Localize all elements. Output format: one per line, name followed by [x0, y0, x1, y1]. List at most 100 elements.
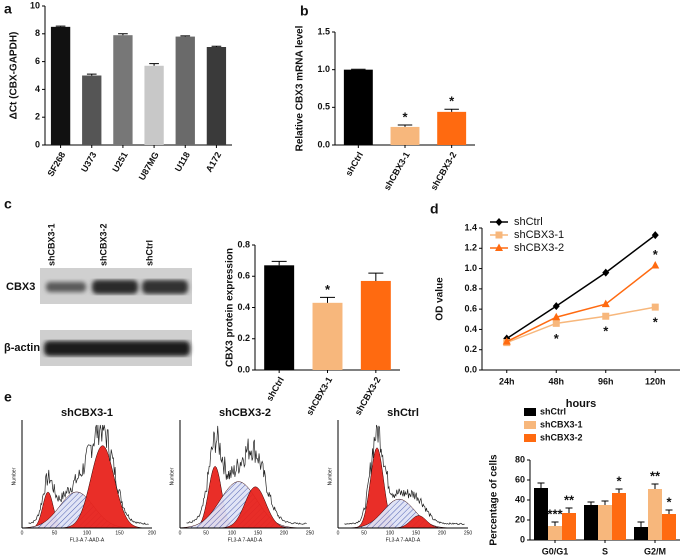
hist-tick-label: 100: [386, 530, 395, 536]
y-axis-label: Percentage of cells: [489, 454, 500, 546]
marker: [552, 302, 560, 311]
y-tick-label: 40: [515, 494, 525, 504]
bar: [598, 505, 612, 540]
significance-label: *: [554, 331, 560, 346]
lane-label: shCBX3-1: [46, 223, 56, 266]
y-tick-label: 0.0: [464, 364, 477, 374]
histogram-peak: [337, 498, 469, 529]
error-bar: [537, 482, 545, 488]
error-bar: [565, 507, 573, 513]
error-bar: [397, 124, 413, 127]
hist-tick-label: 150: [254, 530, 263, 536]
error-bar: [320, 296, 335, 303]
x-tick-label: 48h: [548, 376, 564, 386]
y-tick-label: 0.8: [237, 239, 250, 249]
hist-tick-label: 0: [179, 530, 182, 536]
marker: [552, 312, 561, 321]
x-tick-label: shCBX3-1: [304, 375, 334, 417]
significance-label: **: [650, 468, 661, 483]
line: [506, 264, 656, 343]
x-tick-label: U118: [173, 150, 192, 173]
bar: [662, 514, 676, 540]
bar: [175, 36, 195, 145]
hist-y-label: Number: [169, 467, 175, 485]
bar: [206, 47, 227, 145]
hist-tick-label: 200: [280, 530, 289, 536]
panel-label: e: [4, 389, 12, 405]
marker: [602, 268, 610, 277]
bar: [264, 265, 295, 370]
panel-label: a: [4, 1, 12, 17]
panel-label: d: [430, 201, 439, 217]
y-tick-label: 4: [35, 84, 40, 94]
bar: [562, 513, 576, 540]
bar: [612, 493, 626, 540]
error-bar: [587, 501, 595, 505]
y-tick-label: 6: [35, 56, 40, 66]
error-bar: [118, 33, 128, 36]
legend-label: shCBX3-2: [514, 242, 564, 254]
legend-label: shCBX3-1: [514, 229, 564, 241]
marker: [495, 218, 503, 226]
bar: [437, 111, 467, 145]
legend-swatch: [524, 434, 536, 442]
y-tick-label: 20: [515, 514, 525, 524]
lane-label: shCtrl: [144, 240, 154, 266]
bar: [312, 302, 343, 370]
bar: [634, 527, 648, 540]
line: [506, 306, 656, 344]
significance-label: **: [564, 492, 575, 507]
y-tick-label: 0.8: [464, 283, 477, 293]
y-tick-label: 8: [35, 28, 40, 38]
x-tick-label: S: [602, 546, 608, 556]
significance-label: *: [666, 494, 672, 509]
error-bar: [665, 509, 673, 514]
row-label: β-actin: [4, 342, 40, 354]
x-tick-label: 120h: [645, 376, 666, 386]
hist-tick-label: 50: [361, 530, 367, 536]
marker: [495, 231, 503, 239]
bar: [144, 65, 164, 145]
y-axis-label: OD value: [435, 277, 446, 321]
panel-label: b: [300, 3, 309, 19]
x-axis-label: hours: [566, 398, 597, 410]
y-tick-label: 1.2: [464, 243, 477, 253]
y-tick-label: 10: [30, 0, 40, 10]
x-tick-label: shCBX3-2: [353, 375, 383, 417]
bar: [648, 489, 662, 540]
hist-title: shCBX3-1: [61, 407, 113, 419]
legend-swatch: [524, 421, 536, 429]
x-tick-label: shCBX3-1: [382, 150, 412, 192]
bar: [534, 488, 548, 540]
x-tick-label: G0/G1: [542, 546, 569, 556]
y-tick-label: 1.4: [464, 222, 477, 232]
x-tick-label: shCtrl: [264, 375, 286, 403]
legend-swatch: [524, 408, 536, 416]
y-tick-label: 0.0: [237, 364, 250, 374]
marker: [651, 303, 659, 311]
y-tick-label: 80: [515, 454, 525, 464]
significance-label: *: [616, 473, 622, 488]
y-tick-label: 0.2: [237, 333, 250, 343]
marker: [552, 319, 560, 327]
x-tick-label: shCBX3-2: [429, 150, 459, 192]
y-axis-label: Relative CBX3 mRNA level: [295, 25, 306, 151]
histogram-outline: [186, 425, 307, 525]
hist-y-label: Number: [11, 467, 17, 485]
x-tick-label: shCtrl: [343, 150, 365, 178]
line: [506, 234, 656, 340]
x-tick-label: 24h: [499, 376, 515, 386]
histogram-outline: [344, 424, 465, 525]
marker: [495, 243, 503, 251]
bar: [82, 75, 102, 145]
bar: [343, 69, 373, 145]
lane-label: shCBX3-2: [98, 223, 108, 266]
bar: [548, 526, 562, 540]
y-tick-label: 0.5: [317, 102, 330, 112]
error-bar: [651, 483, 659, 489]
row-label: CBX3: [6, 281, 35, 293]
y-tick-label: 0.4: [464, 324, 477, 334]
hist-x-label: FL3-A 7-AAD-A: [70, 537, 105, 543]
hist-tick-label: 200: [438, 530, 447, 536]
marker: [602, 312, 610, 320]
